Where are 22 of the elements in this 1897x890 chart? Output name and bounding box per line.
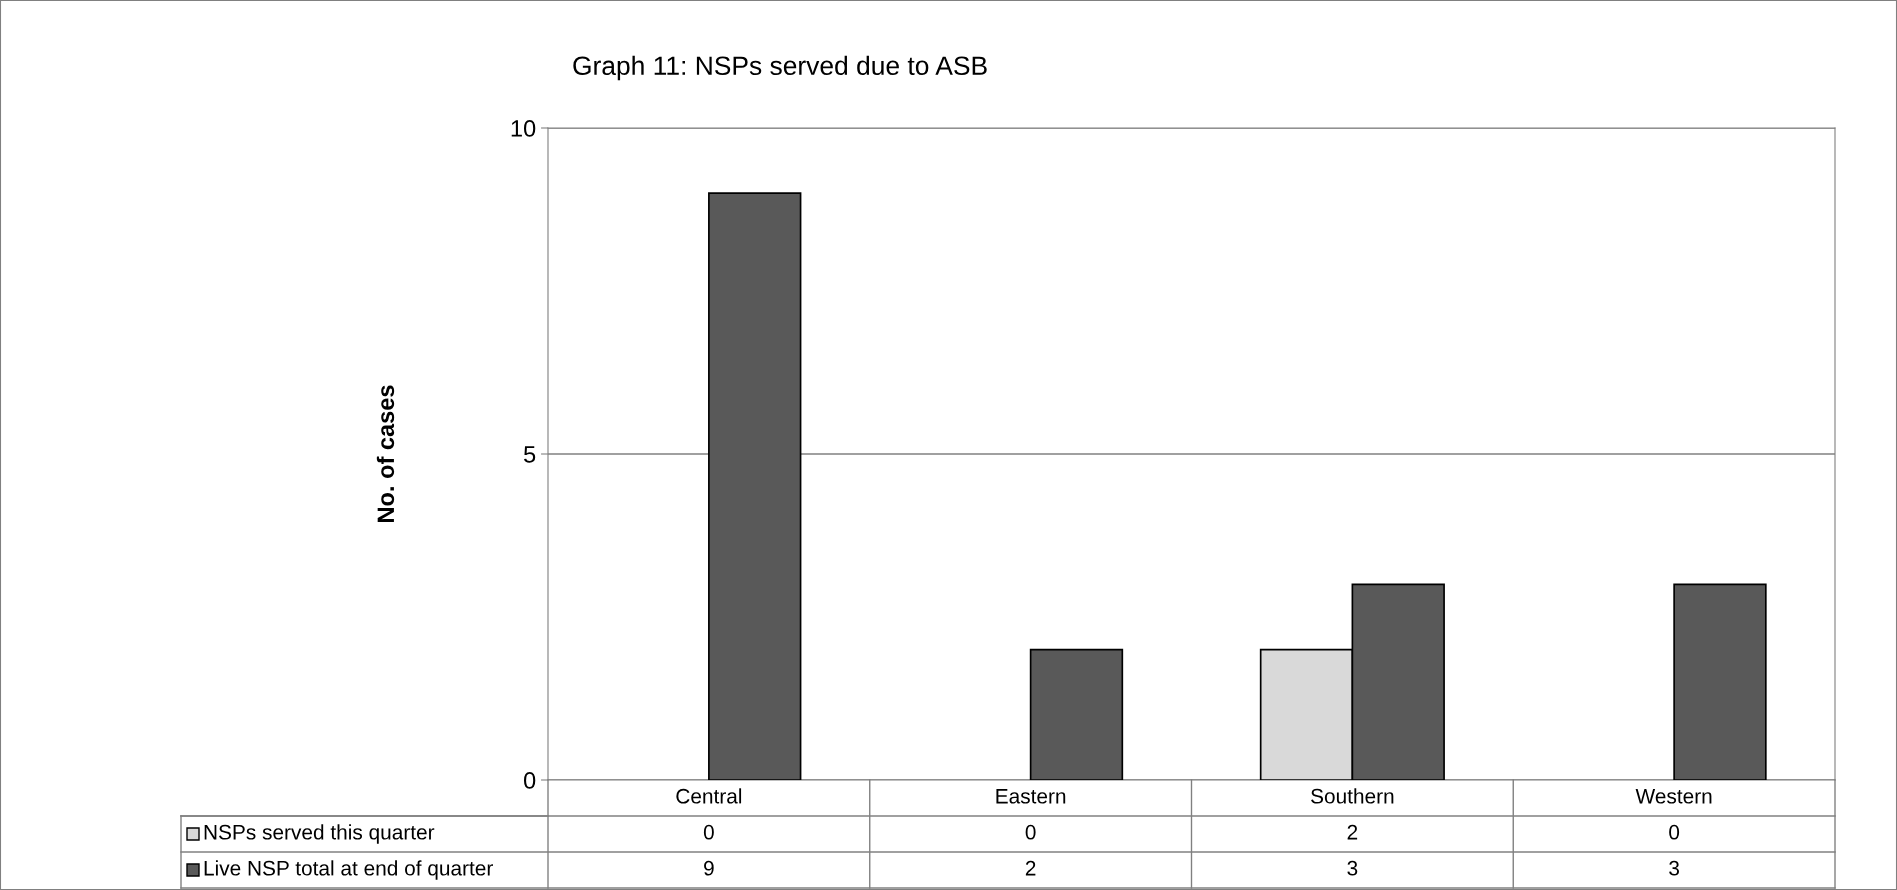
x-tick-label: Eastern xyxy=(996,789,1066,804)
bar xyxy=(1673,583,1767,780)
data-label: 3 xyxy=(1669,860,1679,876)
bar xyxy=(708,192,802,780)
bar xyxy=(1029,648,1124,780)
legend-label: NSPs served this quarter xyxy=(204,824,435,844)
data-label: 9 xyxy=(704,860,714,876)
data-label: 2 xyxy=(1347,824,1358,840)
legend-label: Live NSP total at end of quarter xyxy=(204,860,493,880)
data-label: 2 xyxy=(1025,860,1036,876)
x-tick-label: Southern xyxy=(1311,788,1394,804)
y-tick-label: 10 xyxy=(511,120,536,137)
data-label: 3 xyxy=(1347,860,1358,876)
x-tick-label: Western xyxy=(1635,789,1712,804)
data-label: 0 xyxy=(1025,824,1036,840)
y-tick-label: 5 xyxy=(524,446,536,463)
y-axis-title: No. of cases xyxy=(376,385,395,522)
data-label: 0 xyxy=(1669,824,1680,840)
y-tick-label: 0 xyxy=(523,772,536,789)
chart-title: Graph 11: NSPs served due to ASB xyxy=(573,55,987,81)
x-tick-label: Central xyxy=(676,788,742,804)
data-label: 0 xyxy=(703,824,714,840)
